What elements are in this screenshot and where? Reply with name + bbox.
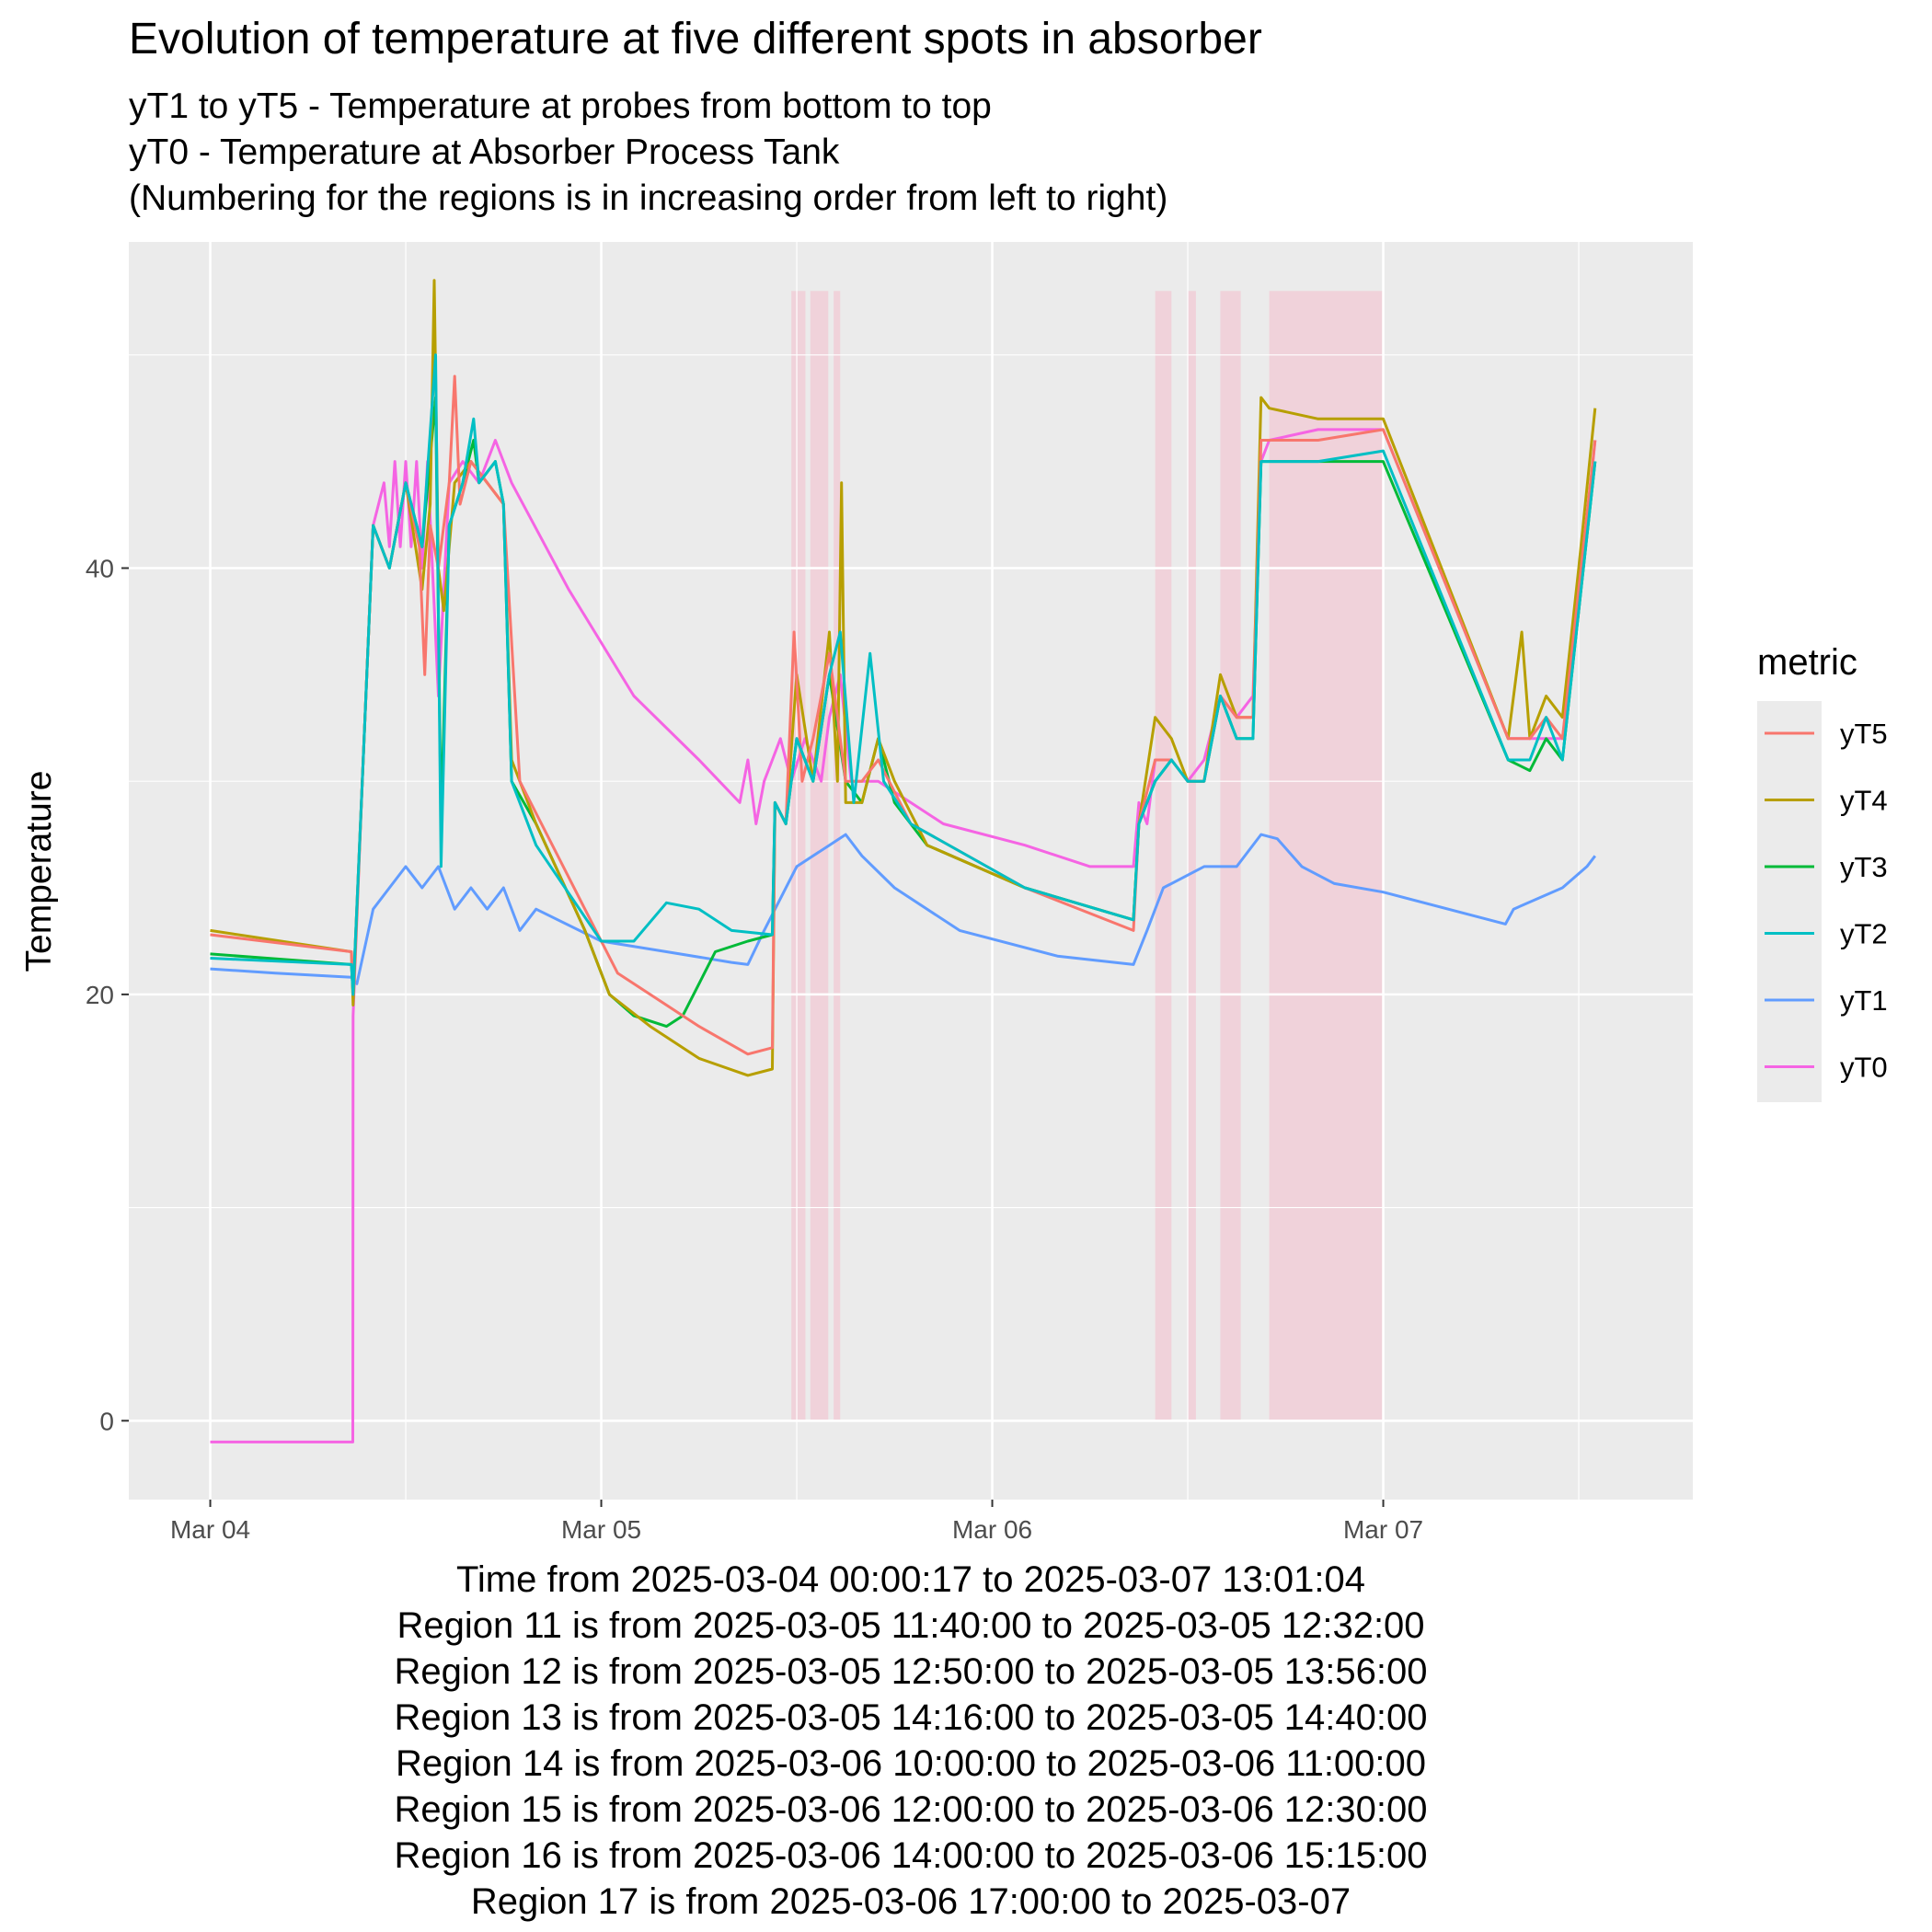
axes: 0 20 40 Mar 04 Mar 05 Mar 06 Mar 07 — [86, 554, 1423, 1544]
x-axis-label: Time from 2025-03-04 00:00:17 to 2025-03… — [394, 1559, 1427, 1922]
region-band-12 — [810, 291, 829, 1421]
chart-subtitle-line-3: (Numbering for the regions is in increas… — [129, 178, 1167, 218]
legend-label-yT0: yT0 — [1840, 1052, 1888, 1084]
plot-panel — [129, 242, 1693, 1500]
x-axis-label-line-1: Time from 2025-03-04 00:00:17 to 2025-03… — [456, 1559, 1365, 1600]
y-tick-label: 40 — [86, 554, 114, 582]
x-axis-label-line-3: Region 12 is from 2025-03-05 12:50:00 to… — [394, 1651, 1427, 1692]
region-band-14 — [1155, 291, 1172, 1421]
series-lines — [210, 279, 1597, 1443]
legend-label-yT2: yT2 — [1840, 918, 1888, 950]
x-tick-label: Mar 07 — [1343, 1515, 1423, 1544]
region-band-15 — [1188, 291, 1196, 1421]
legend-label-yT1: yT1 — [1840, 984, 1888, 1017]
y-axis-label: Temperature — [19, 771, 59, 972]
highlighted-regions — [791, 291, 1384, 1421]
chart-subtitle-line-1: yT1 to yT5 - Temperature at probes from … — [129, 86, 992, 126]
region-band-17 — [1269, 291, 1384, 1421]
legend-key-background — [1757, 701, 1822, 1102]
x-axis-label-line-7: Region 16 is from 2025-03-06 14:00:00 to… — [394, 1835, 1427, 1876]
series-line-yT1 — [210, 833, 1596, 985]
x-axis-label-line-4: Region 13 is from 2025-03-05 14:16:00 to… — [394, 1697, 1427, 1738]
x-axis-label-line-6: Region 15 is from 2025-03-06 12:00:00 to… — [394, 1789, 1427, 1830]
x-tick-label: Mar 06 — [952, 1515, 1032, 1544]
legend: metric yT5 yT4 yT3 yT2 yT1 yT0 — [1757, 642, 1888, 1102]
y-tick-label: 20 — [86, 981, 114, 1009]
region-band-13 — [834, 291, 841, 1421]
x-axis-label-line-8: Region 17 is from 2025-03-06 17:00:00 to… — [471, 1881, 1351, 1922]
x-axis-label-line-2: Region 11 is from 2025-03-05 11:40:00 to… — [397, 1605, 1424, 1646]
y-tick-label: 0 — [99, 1407, 114, 1435]
chart-title: Evolution of temperature at five differe… — [129, 15, 1262, 63]
legend-label-yT3: yT3 — [1840, 851, 1888, 883]
legend-label-yT5: yT5 — [1840, 718, 1888, 750]
series-line-yT5 — [210, 374, 1597, 1056]
chart-subtitle-line-2: yT0 - Temperature at Absorber Process Ta… — [129, 132, 840, 172]
series-line-yT2 — [210, 353, 1597, 996]
x-tick-label: Mar 05 — [561, 1515, 641, 1544]
legend-title: metric — [1757, 642, 1857, 683]
x-axis-label-line-5: Region 14 is from 2025-03-06 10:00:00 to… — [396, 1743, 1426, 1784]
region-band-11 — [791, 291, 806, 1421]
legend-label-yT4: yT4 — [1840, 785, 1888, 817]
x-tick-label: Mar 04 — [170, 1515, 250, 1544]
region-band-16 — [1220, 291, 1241, 1421]
